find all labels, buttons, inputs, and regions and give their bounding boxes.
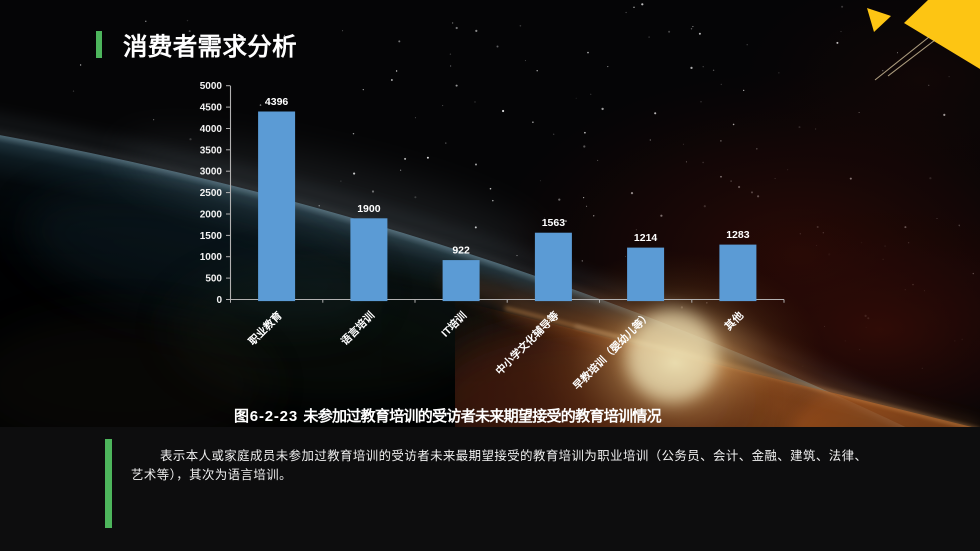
svg-text:3500: 3500 — [200, 145, 223, 156]
svg-text:1500: 1500 — [200, 231, 223, 242]
svg-text:0: 0 — [216, 295, 222, 306]
svg-text:职业教育: 职业教育 — [246, 309, 285, 348]
svg-text:早教培训（婴幼儿等）: 早教培训（婴幼儿等） — [570, 309, 653, 392]
svg-text:3000: 3000 — [200, 167, 223, 178]
svg-text:1563: 1563 — [542, 217, 566, 229]
svg-text:2500: 2500 — [200, 188, 223, 199]
svg-text:其他: 其他 — [722, 309, 746, 333]
svg-text:IT培训: IT培训 — [439, 309, 470, 340]
svg-text:4500: 4500 — [200, 103, 223, 114]
svg-text:1900: 1900 — [357, 203, 381, 215]
svg-text:1000: 1000 — [200, 252, 223, 263]
svg-text:2000: 2000 — [200, 210, 223, 221]
svg-text:4000: 4000 — [200, 124, 223, 135]
svg-text:1283: 1283 — [726, 229, 750, 241]
svg-text:500: 500 — [205, 274, 222, 285]
svg-text:语言培训: 语言培训 — [338, 309, 377, 348]
svg-text:922: 922 — [452, 245, 470, 257]
svg-text:5000: 5000 — [200, 81, 223, 92]
svg-text:1214: 1214 — [634, 232, 658, 244]
svg-text:4396: 4396 — [265, 96, 289, 108]
svg-text:中小学文化辅导等: 中小学文化辅导等 — [493, 309, 562, 378]
